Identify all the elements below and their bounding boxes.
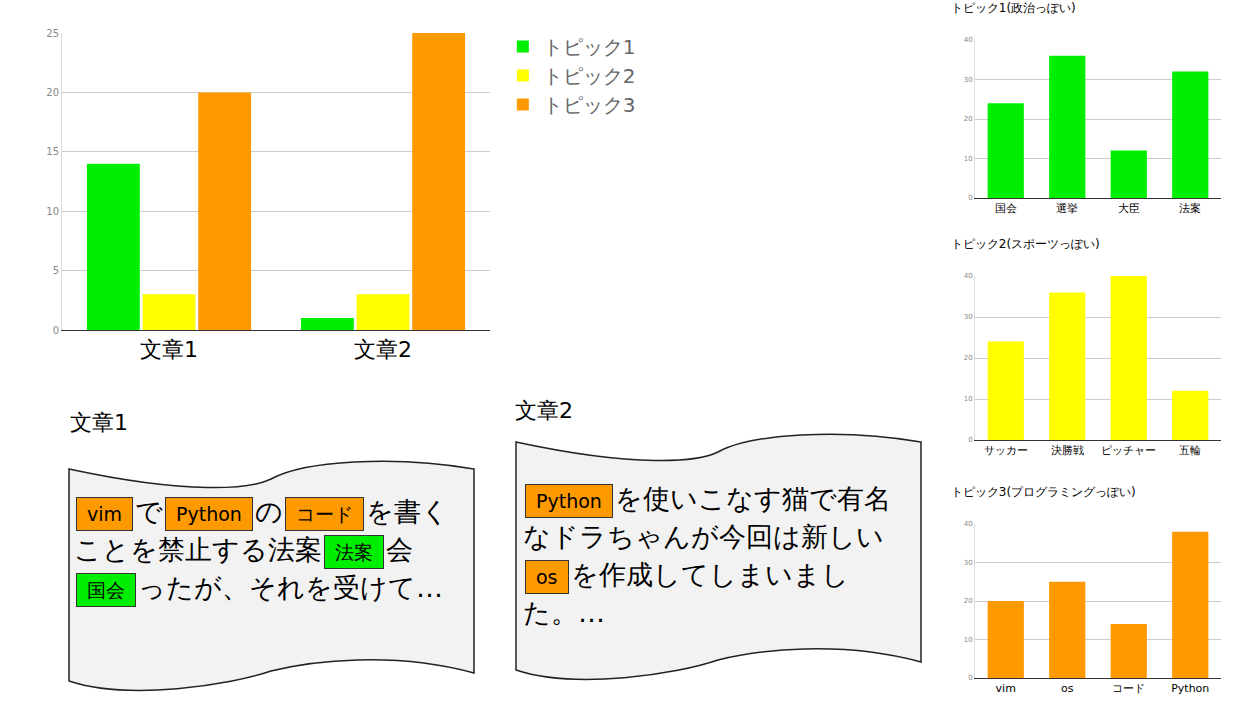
svg-text:文章1: 文章1 bbox=[140, 337, 198, 362]
svg-text:40: 40 bbox=[964, 272, 973, 280]
html-text:Python: Python bbox=[536, 489, 602, 512]
svg-text:30: 30 bbox=[964, 559, 973, 567]
html-text:文章2: 文章2 bbox=[515, 398, 573, 423]
svg-text:10: 10 bbox=[964, 155, 973, 163]
svg-text:決勝戦: 決勝戦 bbox=[1051, 444, 1084, 457]
svg-text:法案: 法案 bbox=[1179, 202, 1201, 215]
svg-text:25: 25 bbox=[46, 28, 59, 39]
html-text:vim: vim bbox=[87, 502, 122, 525]
html-text:を作成してしまいました。…: を作成してしまいました。… bbox=[523, 559, 849, 628]
svg-text:トピック2(スポーツっぽい): トピック2(スポーツっぽい) bbox=[951, 237, 1100, 251]
svg-text:トピック1(政治っぽい): トピック1(政治っぽい) bbox=[951, 1, 1076, 15]
html-text:の: の bbox=[254, 496, 283, 527]
svg-text:20: 20 bbox=[46, 87, 59, 98]
svg-text:15: 15 bbox=[46, 146, 59, 157]
html-text:法案: 法案 bbox=[335, 540, 373, 563]
svg-text:コード: コード bbox=[1112, 682, 1145, 695]
svg-text:0: 0 bbox=[968, 194, 972, 202]
svg-text:0: 0 bbox=[968, 436, 972, 444]
svg-text:vim: vim bbox=[996, 682, 1016, 695]
svg-text:ピッチャー: ピッチャー bbox=[1101, 444, 1156, 457]
svg-text:30: 30 bbox=[964, 76, 973, 84]
html-text:を書くことを禁止する法案: を書くことを禁止する法案 bbox=[74, 496, 449, 565]
svg-text:20: 20 bbox=[964, 115, 973, 123]
svg-text:os: os bbox=[1061, 682, 1074, 695]
html-text:ったが、それを受けて…: ったが、それを受けて… bbox=[138, 572, 443, 603]
svg-text:10: 10 bbox=[964, 395, 973, 403]
svg-text:10: 10 bbox=[46, 206, 59, 217]
svg-text:サッカー: サッカー bbox=[984, 444, 1028, 457]
svg-text:0: 0 bbox=[968, 674, 972, 682]
svg-text:五輪: 五輪 bbox=[1179, 444, 1201, 457]
svg-text:トピック3(プログラミングっぽい): トピック3(プログラミングっぽい) bbox=[951, 485, 1136, 499]
svg-text:5: 5 bbox=[53, 265, 59, 276]
html-text:で: で bbox=[135, 496, 163, 527]
svg-text:トピック1: トピック1 bbox=[543, 35, 636, 59]
svg-text:40: 40 bbox=[964, 520, 973, 528]
svg-text:Python: Python bbox=[1171, 682, 1209, 695]
svg-text:20: 20 bbox=[964, 597, 973, 605]
html-text:を使いこなす猫で有名なドラちゃんが今回は新しい: を使いこなす猫で有名なドラちゃんが今回は新しい bbox=[523, 483, 891, 552]
svg-text:国会: 国会 bbox=[995, 202, 1017, 215]
html-text:国会: 国会 bbox=[87, 578, 125, 601]
html-text:文章1: 文章1 bbox=[70, 410, 128, 435]
svg-text:文章2: 文章2 bbox=[354, 337, 412, 362]
html-text:コード: コード bbox=[295, 502, 353, 525]
svg-text:選挙: 選挙 bbox=[1056, 202, 1078, 215]
svg-text:30: 30 bbox=[964, 313, 973, 321]
svg-text:20: 20 bbox=[964, 354, 973, 362]
svg-text:0: 0 bbox=[53, 325, 59, 336]
svg-text:トピック3: トピック3 bbox=[543, 93, 636, 117]
svg-text:10: 10 bbox=[964, 636, 973, 644]
svg-text:大臣: 大臣 bbox=[1118, 202, 1140, 215]
svg-text:トピック2: トピック2 bbox=[543, 64, 636, 88]
svg-text:40: 40 bbox=[964, 36, 973, 44]
html-text:os: os bbox=[536, 565, 558, 588]
html-text:Python: Python bbox=[176, 502, 242, 525]
html-text:会: 会 bbox=[386, 534, 413, 565]
